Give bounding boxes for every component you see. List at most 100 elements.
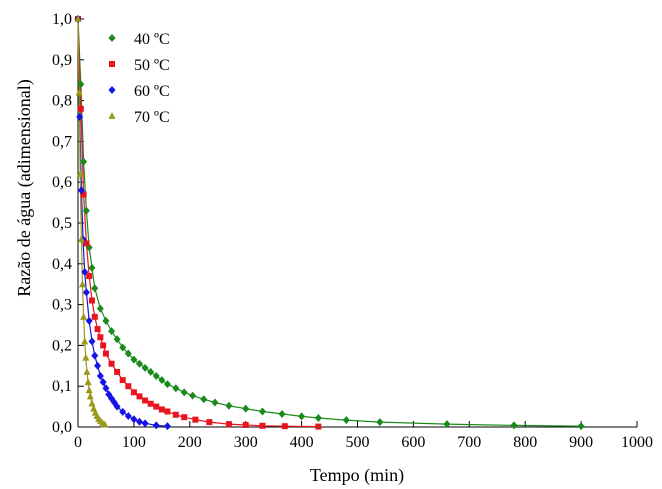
data-point-50-c — [242, 421, 249, 428]
data-point-50-c — [80, 191, 87, 198]
y-tick-label: 0,9 — [52, 52, 72, 69]
data-point-50-c — [281, 423, 288, 430]
data-point-40-c — [242, 404, 250, 413]
data-point-50-c — [114, 368, 121, 375]
data-point-60-c — [91, 351, 99, 360]
data-point-50-c — [181, 414, 188, 421]
data-point-60-c — [124, 411, 132, 420]
data-points — [74, 15, 585, 431]
data-point-70-c — [78, 280, 86, 288]
x-tick-label: 1000 — [621, 434, 653, 451]
y-axis-title: Razão de água (adimensional) — [14, 79, 35, 296]
data-point-40-c — [80, 157, 88, 166]
y-tick-label: 0,0 — [52, 419, 72, 436]
data-point-70-c — [82, 353, 90, 361]
data-point-50-c — [91, 313, 98, 320]
data-point-50-c — [83, 240, 90, 247]
data-point-60-c — [77, 186, 85, 195]
data-point-40-c — [158, 376, 166, 385]
data-point-60-c — [81, 267, 89, 276]
data-point-40-c — [124, 349, 132, 358]
data-point-50-c — [94, 326, 101, 333]
data-point-60-c — [113, 402, 121, 411]
data-point-70-c — [85, 386, 93, 394]
data-point-40-c — [135, 359, 143, 368]
data-point-60-c — [130, 415, 138, 424]
data-point-60-c — [152, 421, 160, 430]
data-point-40-c — [225, 401, 233, 410]
data-point-50-c — [158, 406, 165, 413]
data-point-70-c — [80, 312, 88, 320]
data-point-50-c — [130, 389, 137, 396]
data-point-40-c — [141, 363, 149, 372]
y-tick-label: 0,7 — [52, 133, 72, 150]
data-point-40-c — [96, 304, 104, 313]
data-point-50-c — [102, 350, 109, 357]
fit-curve-60-c — [77, 18, 168, 427]
data-point-50-c — [100, 342, 107, 349]
data-point-50-c — [225, 421, 232, 428]
legend-marker-60-c — [108, 86, 116, 94]
data-point-60-c — [99, 378, 107, 387]
data-point-40-c — [211, 398, 219, 407]
data-point-60-c — [82, 288, 90, 297]
data-point-40-c — [510, 421, 518, 430]
data-point-50-c — [108, 360, 115, 367]
data-point-50-c — [119, 377, 126, 384]
data-point-50-c — [153, 403, 160, 410]
y-tick-label: 0,2 — [52, 337, 72, 354]
plot-frame — [77, 19, 637, 428]
y-tick-label: 0,3 — [52, 297, 72, 314]
data-point-40-c — [102, 316, 110, 325]
data-point-40-c — [172, 384, 180, 393]
data-point-50-c — [315, 423, 322, 430]
data-point-50-c — [259, 422, 266, 429]
y-tick-label: 0,8 — [52, 93, 72, 110]
y-tick-label: 0,4 — [52, 256, 72, 273]
x-tick-label: 200 — [178, 434, 202, 451]
data-point-40-c — [314, 414, 322, 423]
data-point-70-c — [88, 399, 96, 407]
data-point-50-c — [142, 397, 149, 404]
legend-marker-40-c — [108, 34, 116, 42]
fitted-curves — [77, 18, 582, 428]
series-50-c — [75, 16, 322, 430]
data-point-40-c — [577, 422, 585, 431]
data-point-70-c — [77, 235, 85, 243]
data-point-70-c — [76, 170, 84, 178]
data-point-40-c — [113, 335, 121, 344]
legend-label-40-c: 40 ºC — [134, 31, 170, 48]
data-point-70-c — [86, 392, 94, 400]
x-axis-title: Tempo (min) — [310, 465, 404, 486]
y-tick-label: 0,5 — [52, 215, 72, 232]
x-tick-label: 600 — [401, 434, 425, 451]
data-point-40-c — [130, 355, 138, 364]
data-point-40-c — [180, 388, 188, 397]
data-point-40-c — [77, 80, 85, 89]
data-point-40-c — [258, 407, 266, 416]
data-point-50-c — [164, 408, 171, 415]
y-tick-label: 0,1 — [52, 378, 72, 395]
data-point-50-c — [136, 393, 143, 400]
data-point-70-c — [101, 420, 109, 428]
fit-curve-40-c — [77, 18, 582, 427]
data-point-40-c — [91, 284, 99, 293]
data-point-50-c — [86, 273, 93, 280]
data-point-40-c — [298, 412, 306, 421]
series-70-c — [74, 15, 109, 428]
data-point-40-c — [163, 380, 171, 389]
data-point-60-c — [135, 417, 143, 426]
x-tick-label: 100 — [122, 434, 146, 451]
data-point-60-c — [76, 112, 84, 121]
series-60-c — [74, 15, 171, 431]
data-point-40-c — [200, 395, 208, 404]
data-point-60-c — [141, 419, 149, 428]
y-tick-label: 1,0 — [52, 11, 72, 28]
data-point-70-c — [74, 15, 82, 22]
x-tick-label: 300 — [234, 434, 258, 451]
x-tick-label: 800 — [513, 434, 537, 451]
x-axis: 0 100 200 300 400 500 600 700 800 900 1000 — [74, 421, 653, 451]
legend-label-60-c: 60 ºC — [134, 83, 170, 100]
data-point-40-c — [152, 372, 160, 380]
